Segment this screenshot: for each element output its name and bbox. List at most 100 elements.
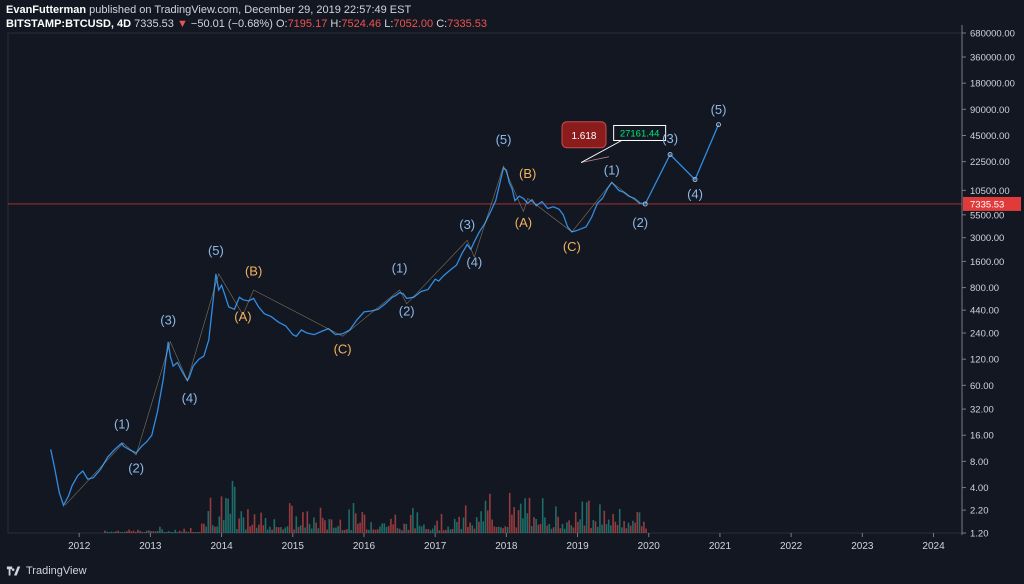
- y-tick-label: 1.20: [970, 529, 989, 540]
- volume-bar: [563, 528, 566, 533]
- volume-bar: [623, 521, 625, 533]
- volume-bar: [392, 524, 394, 533]
- author-name[interactable]: EvanFutterman: [6, 4, 87, 16]
- volume-bar: [192, 532, 194, 533]
- projection-point[interactable]: [716, 122, 722, 128]
- volume-bar: [330, 519, 333, 533]
- volume-bar: [370, 522, 372, 533]
- last-price: 7335.53: [134, 18, 174, 30]
- volume-bar: [313, 517, 315, 533]
- projection-line[interactable]: [644, 124, 720, 205]
- brand-name[interactable]: TradingView: [26, 565, 87, 577]
- volume-bar: [372, 529, 375, 533]
- volume-bar: [643, 521, 645, 533]
- volume-bar: [361, 511, 364, 533]
- symbol-name[interactable]: BITSTAMP:BTCUSD, 4D: [6, 18, 132, 30]
- open-value: 7195.17: [287, 18, 328, 30]
- fib-box[interactable]: [561, 121, 607, 149]
- wave-label: (5): [711, 102, 727, 117]
- target-box[interactable]: [613, 124, 667, 141]
- volume-bar: [163, 532, 166, 533]
- volume-bar: [480, 511, 482, 533]
- y-tick-label: 45000.00: [970, 131, 1010, 142]
- volume-bar: [346, 529, 348, 533]
- volume-bar: [599, 504, 601, 533]
- wave-label: (1): [392, 260, 408, 275]
- volume-bar: [555, 506, 557, 533]
- projection-point[interactable]: [667, 152, 673, 158]
- volume-bar: [299, 525, 302, 533]
- volume-bar: [165, 531, 168, 533]
- volume-bar: [601, 524, 603, 533]
- y-tick-label: 1600.00: [970, 257, 1004, 268]
- volume-bar: [462, 517, 465, 533]
- volume-bar: [610, 525, 612, 533]
- open-label: O:: [275, 18, 288, 30]
- wave-label: (2): [632, 215, 648, 230]
- volume-bar: [636, 511, 639, 533]
- last-price-badge[interactable]: [963, 196, 1021, 211]
- volume-bar: [240, 511, 243, 533]
- volume-bar: [517, 510, 520, 533]
- volume-bar: [412, 508, 414, 533]
- volume-bar: [368, 529, 370, 533]
- volume-bar: [244, 529, 247, 533]
- volume-bar: [302, 512, 304, 533]
- volume-bar: [341, 529, 344, 533]
- projection-point[interactable]: [642, 201, 648, 207]
- volume-bar: [262, 525, 265, 533]
- volume-bar: [269, 526, 271, 533]
- volume-bar: [121, 532, 124, 533]
- volume-bar: [535, 518, 537, 533]
- volume-bar: [220, 496, 223, 533]
- volume-bar: [478, 521, 480, 533]
- volume-bar: [337, 526, 339, 533]
- volume-bar: [486, 510, 489, 533]
- volume-bar: [456, 522, 458, 533]
- volume-bar: [550, 528, 553, 533]
- volume-bar: [583, 525, 586, 533]
- volume-bar: [566, 522, 568, 533]
- volume-bar: [264, 518, 267, 533]
- volume-bar: [187, 532, 190, 533]
- volume-bar: [145, 530, 148, 533]
- projection-point[interactable]: [692, 177, 698, 183]
- volume-bar: [515, 527, 518, 533]
- volume-bar: [539, 523, 542, 533]
- volume-bar: [524, 498, 526, 533]
- fib-label: 1.618: [571, 131, 596, 142]
- volume-bar: [315, 522, 317, 533]
- volume-bar: [471, 525, 474, 533]
- volume-bar: [137, 529, 139, 533]
- volume-bar: [275, 526, 278, 533]
- price-line[interactable]: [50, 166, 646, 507]
- volume-bar: [449, 529, 452, 533]
- volume-bar: [159, 526, 161, 533]
- volume-bar: [141, 531, 144, 533]
- wave-label: (3): [160, 313, 176, 328]
- volume-bar: [621, 527, 623, 533]
- volume-bar: [150, 531, 152, 533]
- volume-bar: [607, 519, 610, 533]
- volume-bar: [291, 505, 293, 533]
- volume-bar: [585, 502, 588, 533]
- volume-bar: [211, 525, 214, 533]
- volume-bar: [132, 530, 135, 533]
- tradingview-logo-icon[interactable]: [6, 565, 22, 577]
- volume-bar: [398, 528, 401, 533]
- y-tick-label: 90000.00: [970, 105, 1010, 116]
- volume-bar: [189, 527, 192, 533]
- x-tick-label: 2022: [780, 541, 803, 552]
- volume-bar: [148, 530, 150, 533]
- volume-bar: [167, 531, 170, 533]
- plot-frame: [7, 32, 963, 534]
- volume-bar: [321, 517, 324, 533]
- volume-bar: [376, 529, 379, 533]
- volume-bar: [196, 531, 199, 533]
- y-tick-label: 2.20: [970, 506, 989, 517]
- volume-bar: [251, 524, 254, 533]
- volume-bar: [354, 513, 357, 533]
- volume-bar: [115, 531, 117, 533]
- volume-bar: [504, 526, 507, 533]
